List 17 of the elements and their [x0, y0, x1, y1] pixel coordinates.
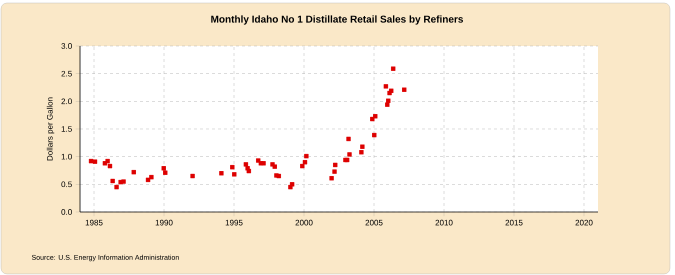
y-tick-label: 0.5 [61, 181, 72, 188]
x-tick-label: 1995 [226, 220, 243, 226]
x-tick-label: 2000 [296, 220, 313, 226]
x-tick-label: 2015 [506, 220, 523, 226]
x-tick-label: 2005 [366, 220, 383, 226]
x-tick-label: 2020 [576, 220, 593, 226]
y-tick-label: 3.0 [61, 43, 72, 49]
y-tick-label: 0.0 [61, 209, 72, 215]
y-axis-title: Dollars per Gallon [46, 98, 54, 160]
chart-title: Monthly Idaho No 1 Distillate Retail Sales by Refiners [211, 15, 464, 25]
y-tick-label: 2.0 [62, 98, 72, 104]
x-tick-label: 1985 [86, 220, 103, 226]
y-tick-label: 1.0 [62, 154, 72, 160]
x-tick-label: 2010 [436, 220, 453, 226]
y-tick-label: 2.5 [62, 70, 72, 76]
y-tick-label: 1.5 [62, 126, 72, 132]
x-tick-label: 1990 [156, 220, 173, 226]
